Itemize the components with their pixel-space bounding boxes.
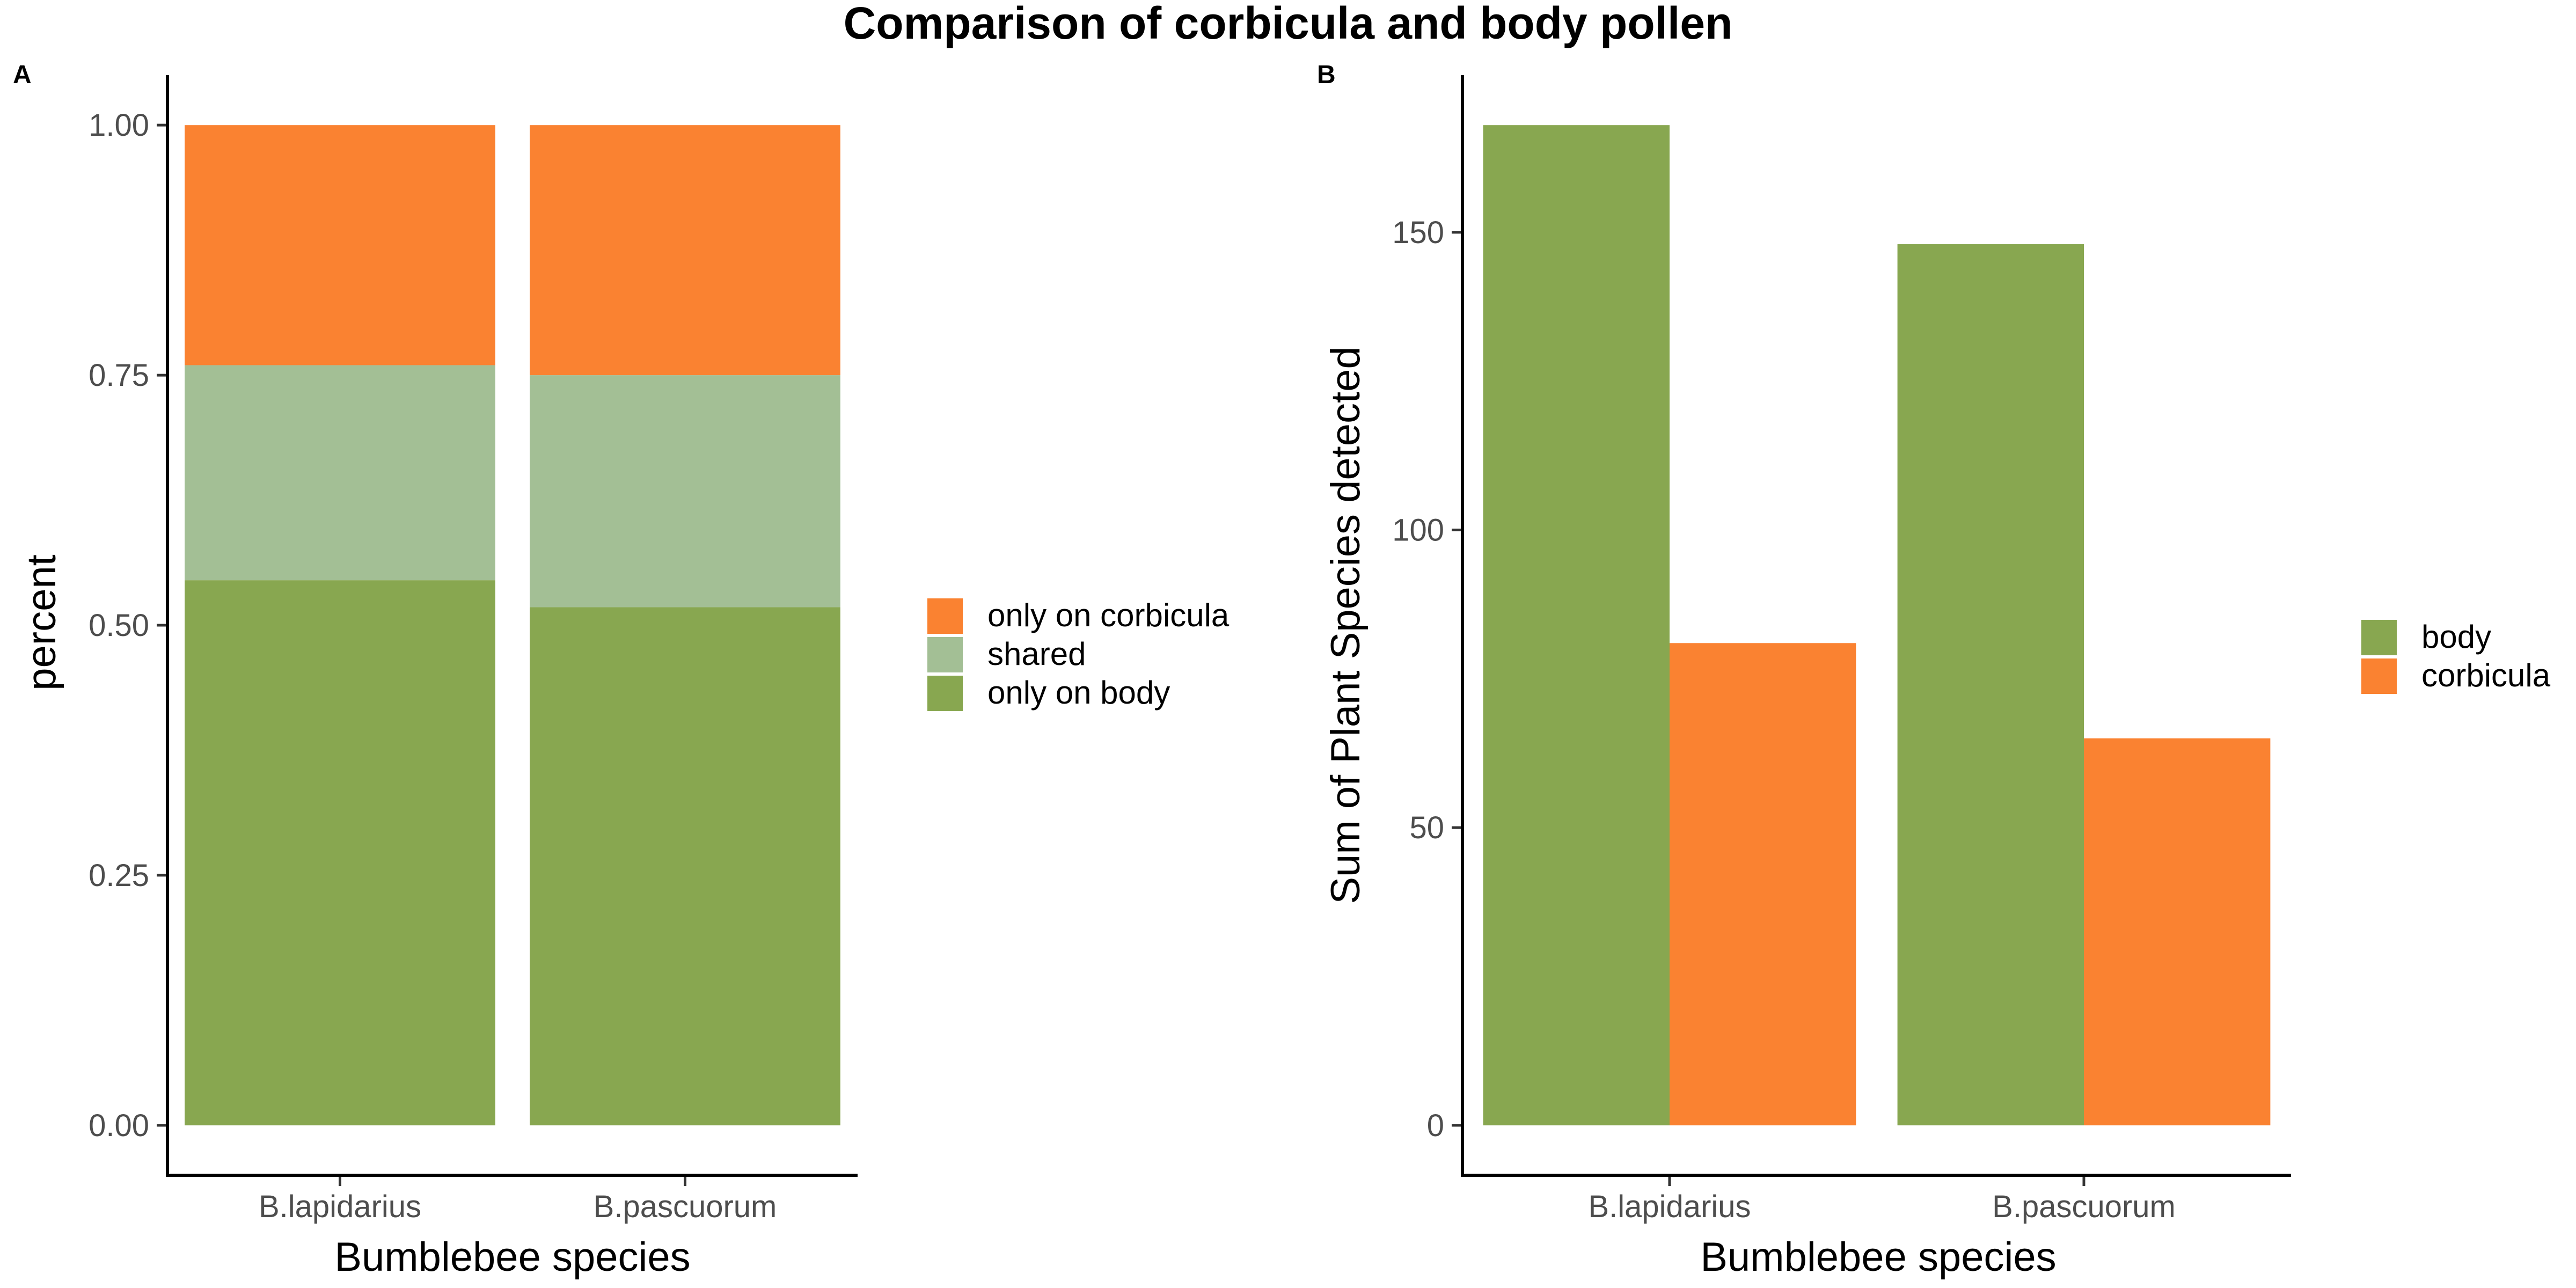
- panel-b-y-axis-title: Sum of Plant Species detected: [1323, 346, 1368, 904]
- panel-a-bars: [185, 125, 840, 1125]
- legend-label-only-on-body: only on body: [987, 675, 1170, 711]
- legend-swatch-shared: [927, 637, 963, 672]
- panel-a-y-axis-title: percent: [19, 554, 64, 691]
- x-tick-label-b-lapidarius: B.lapidarius: [1588, 1189, 1751, 1224]
- panel-a-stacked-bar-chart: A 0.00 0.25 0.50 0.75 1.00 B.lapidarius B.pas…: [13, 61, 1230, 1280]
- legend-label-shared: shared: [987, 636, 1086, 672]
- y-tick-label: 0.50: [89, 608, 149, 643]
- y-tick-label: 0.00: [89, 1108, 149, 1143]
- y-tick-label: 0.25: [89, 858, 149, 893]
- bar-b-lapidarius-body: [1483, 125, 1670, 1125]
- bar-b-pascuorum-only-on-corbicula: [530, 125, 840, 376]
- panel-b-grouped-bar-chart: B 0 50 100 150 B.lapidarius B.pascuorum Bumb…: [1317, 61, 2551, 1280]
- y-tick-label: 50: [1409, 810, 1444, 845]
- panel-b-bars: [1483, 125, 2271, 1125]
- bar-b-lapidarius-only-on-body: [185, 580, 495, 1125]
- figure-title: Comparison of corbicula and body pollen: [844, 0, 1733, 48]
- legend-swatch-body: [2361, 620, 2397, 655]
- panel-a-x-axis-title: Bumblebee species: [334, 1234, 690, 1280]
- legend-swatch-only-on-body: [927, 676, 963, 711]
- x-tick-label-b-pascuorum: B.pascuorum: [1992, 1189, 2176, 1224]
- x-tick-label-b-pascuorum: B.pascuorum: [594, 1189, 777, 1224]
- bar-b-lapidarius-shared: [185, 365, 495, 581]
- legend-label-only-on-corbicula: only on corbicula: [987, 597, 1230, 633]
- bar-b-pascuorum-body: [1897, 244, 2084, 1125]
- panel-a-y-ticks: 0.00 0.25 0.50 0.75 1.00: [89, 108, 167, 1143]
- y-tick-label: 0: [1427, 1108, 1444, 1143]
- legend-label-body: body: [2421, 619, 2491, 655]
- bar-b-pascuorum-shared: [530, 375, 840, 608]
- panel-b-x-ticks: B.lapidarius B.pascuorum: [1588, 1175, 2176, 1224]
- panel-b-y-ticks: 0 50 100 150: [1392, 215, 1462, 1143]
- legend-swatch-only-on-corbicula: [927, 598, 963, 634]
- bar-b-pascuorum-only-on-body: [530, 607, 840, 1125]
- bar-b-lapidarius-corbicula: [1670, 643, 1856, 1125]
- panel-a-x-ticks: B.lapidarius B.pascuorum: [259, 1175, 777, 1224]
- x-tick-label-b-lapidarius: B.lapidarius: [259, 1189, 421, 1224]
- bar-b-pascuorum-corbicula: [2084, 738, 2271, 1125]
- panel-a-tag: A: [13, 61, 32, 89]
- y-tick-label: 150: [1392, 215, 1444, 250]
- y-tick-label: 100: [1392, 513, 1444, 548]
- legend-swatch-corbicula: [2361, 658, 2397, 694]
- panel-b-x-axis-title: Bumblebee species: [1700, 1234, 2056, 1280]
- legend-label-corbicula: corbicula: [2421, 657, 2551, 693]
- bar-b-lapidarius-only-on-corbicula: [185, 125, 495, 365]
- panel-b-tag: B: [1317, 61, 1336, 89]
- y-tick-label: 1.00: [89, 108, 149, 143]
- y-tick-label: 0.75: [89, 358, 149, 393]
